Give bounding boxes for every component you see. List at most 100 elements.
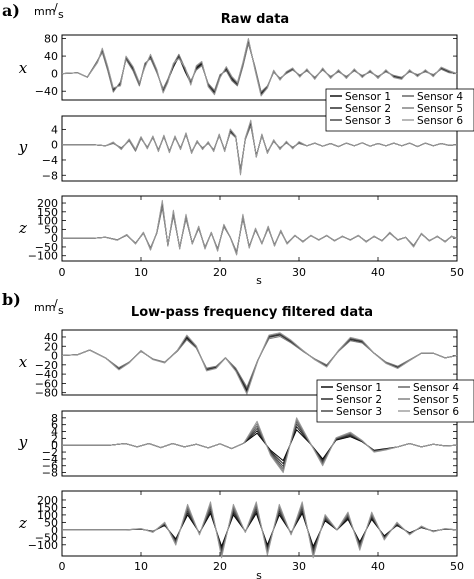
panel-a-x-series-sensor-6-line [61,38,458,97]
panel-b-xtick-label: 0 [59,560,66,573]
panel-a-legend-box [325,88,474,132]
panel-a-z-axes-frame [61,195,458,262]
panel-a-x-axes-frame [61,34,458,101]
panel-a-y-ytick-label: 4 [51,123,58,136]
panel-a-x-plot-area: 80 40 0 −40 [35,33,458,98]
panel-a-z-series-sensor-6-line [62,199,458,256]
panel-a-x-ytick-label: −40 [35,85,58,98]
legend-b-label-6: Sensor 6 [413,406,459,418]
panel-b-z-ytick-label: 50 [44,516,58,529]
panel-a-y-ytick-label: −8 [42,169,58,182]
panel-b-z-ytick-label: 0 [51,524,58,537]
panel-b-title: Low-pass frequency filtered data [131,305,373,320]
panel-a-title: Raw data [221,12,289,27]
panel-a-unit-main: mm [34,5,55,18]
panel-a-z-ytick-label: 200 [37,197,58,210]
panel-b-y-axes-frame [61,410,458,477]
panel-b-x-tick-group: 0 10 20 30 40 50 [59,491,464,573]
panel-a-unit-slash: / [54,1,58,14]
panel-a-y-axes-frame [61,115,458,182]
panel-a-z-ytick-label: 150 [37,206,58,219]
panel-b-x-series-sensor-5-line [61,336,458,388]
panel-b-z-ytick-label: 200 [37,494,58,507]
panel-a-z-ytick-label: 50 [44,223,58,236]
panel-b-y-ylabel: y [18,433,28,451]
panel-a-z-ytick-label: −50 [35,241,58,254]
legend-a-label-4: Sensor 4 [417,91,463,103]
panel-a-y-series-sensor-6-line [62,119,458,176]
panel-b-x-ytick-label: −60 [35,377,58,390]
panel-b-letter: b) [2,290,21,309]
panel-b-unit-main: mm [34,301,55,314]
panel-b-x-ytick-label: 20 [44,340,58,353]
panel-b-unit-sub: s [58,304,64,317]
panel-b-legend: Sensor 1 Sensor 2 Sensor 3 Sensor 4 Sens… [316,379,474,423]
panel-a-z-ytick-label: 100 [37,215,58,228]
panel-b-y-ytick-label: −4 [42,453,58,466]
panel-a-xtick-label: 20 [213,266,227,279]
panel-b-xtick-label: 40 [371,560,385,573]
panel-a-xtick-label: 40 [371,266,385,279]
panel-a-z-series-sensor-1-line [62,204,458,254]
panel-a-x-tick-group: 0 10 20 30 40 50 [59,196,464,279]
panel-a-xtick-label: 30 [292,266,306,279]
legend-b-label-3: Sensor 3 [336,406,382,418]
panel-b-z-ytick-label: 100 [37,509,58,522]
panel-b-z-series-sensor-6-line [62,501,458,559]
legend-b-label-2: Sensor 2 [336,394,382,406]
legend-a-label-5: Sensor 5 [417,103,463,115]
panel-b-z-ytick-label: −100 [28,539,58,552]
panel-a-legend: Sensor 1 Sensor 2 Sensor 3 Sensor 4 Sens… [325,88,474,132]
panel-b-unit-slash: / [54,297,58,310]
panel-b-x-ytick-label: 0 [51,350,58,363]
legend-b-label-5: Sensor 5 [413,394,459,406]
panel-b-x-series-sensor-6-line [61,332,458,395]
panel-b-xtick-label: 20 [213,560,227,573]
panel-a-y-ylabel: y [18,138,28,156]
panel-a-x-ytick-label: 80 [44,33,58,46]
panel-a-y-ytick-label: −4 [42,154,58,167]
panel-a-x-ytick-label: 40 [44,50,58,63]
panel-b-xlabel: s [256,569,262,579]
legend-a-label-3: Sensor 3 [345,115,391,127]
panel-a-xtick-label: 50 [450,266,464,279]
panel-b-x-ytick-label: −20 [35,359,58,372]
legend-a-label-1: Sensor 1 [345,91,391,103]
panel-b-z-ytick-label: −50 [35,531,58,544]
panel-a-z-series-sensor-5-line [62,207,458,253]
panel-a-xtick-label: 0 [59,266,66,279]
legend-a-label-2: Sensor 2 [345,103,391,115]
panel-a-z-ytick-label: −100 [28,250,58,263]
panel-b-xtick-label: 10 [134,560,148,573]
panel-b-y-ytick-label: 0 [51,439,58,452]
panel-a-y-ytick-label: 0 [51,139,58,152]
panel-b-xtick-label: 50 [450,560,464,573]
panel-a-z-series-sensor-2-line [62,202,458,255]
legend-a-label-6: Sensor 6 [417,115,463,127]
panel-b-xtick-label: 30 [292,560,306,573]
panel-b-y-ytick-label: 8 [51,412,58,425]
panel-a-x-series-sensor-5-line [61,43,458,93]
panel-b-legend-box [316,379,474,423]
panel-b-z-ytick-label: 150 [37,501,58,514]
panel-a-z-series-sensor-3-line [62,205,458,253]
panel-b-x-ytick-label: −40 [35,368,58,381]
panel-b-y-ytick-label: −6 [42,460,58,473]
panel-b-y-ytick-label: 4 [51,426,58,439]
panel-a-xlabel: s [256,274,262,287]
panel-a-y-plot-area: 4 0 −4 −8 [42,119,458,182]
panel-a-y-series-sensor-5-line [62,125,458,170]
panel-b-y-ytick-label: 6 [51,419,58,432]
panel-a-unit-sub: s [58,8,64,21]
panel-b-z-ylabel: z [18,514,27,532]
panel-b-x-ytick-label: 40 [44,331,58,344]
panel-b-y-ytick-label: −2 [42,446,58,459]
panel-a-x-ytick-label: 0 [51,68,58,81]
panel-b-y-series-sensor-6-line [62,417,458,474]
panel-b-y-ytick-label: 2 [51,432,58,445]
